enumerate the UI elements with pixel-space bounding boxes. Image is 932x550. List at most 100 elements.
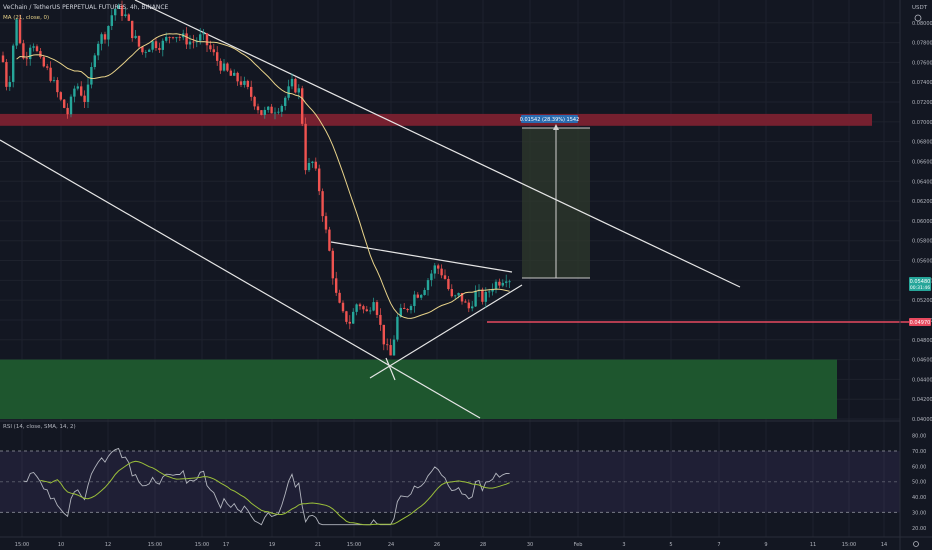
triangle-bottom-line[interactable] <box>369 284 523 379</box>
candle-body[interactable] <box>263 109 266 115</box>
candle-body[interactable] <box>154 41 158 49</box>
candle-body[interactable] <box>273 112 277 114</box>
candle-body[interactable] <box>386 344 389 346</box>
candle-body[interactable] <box>375 302 379 315</box>
candle-body[interactable] <box>328 229 331 251</box>
candle-body[interactable] <box>406 309 409 311</box>
triangle-top-line[interactable] <box>330 241 513 273</box>
candle-body[interactable] <box>250 86 253 97</box>
candle-body[interactable] <box>369 310 372 312</box>
candle-body[interactable] <box>32 46 35 48</box>
candle-body[interactable] <box>233 72 236 76</box>
candle-body[interactable] <box>338 292 341 303</box>
time-axis[interactable]: 15:00 10 12 15:00 15:00 17 19 21 15:00 24 26 28 30 Fe… <box>15 542 887 548</box>
candle-body[interactable] <box>209 45 212 50</box>
settings-icon[interactable] <box>913 541 919 547</box>
rsi-legend[interactable]: RSI (14, close, SMA, 14, 2) <box>3 424 76 430</box>
candle-body[interactable] <box>216 52 219 61</box>
candle-body[interactable] <box>460 293 464 302</box>
candle-body[interactable] <box>141 46 144 53</box>
candle-body[interactable] <box>396 316 399 340</box>
candle-body[interactable] <box>97 43 100 56</box>
candle-body[interactable] <box>144 51 147 53</box>
candle-body[interactable] <box>260 110 263 115</box>
candle-body[interactable] <box>175 37 178 39</box>
candle-body[interactable] <box>29 47 32 60</box>
candle-body[interactable] <box>416 294 419 298</box>
candle-body[interactable] <box>467 302 470 309</box>
candle-body[interactable] <box>69 96 73 115</box>
rsi-ma-line[interactable] <box>40 460 510 526</box>
candle-body[interactable] <box>270 106 273 114</box>
candle-body[interactable] <box>205 33 209 46</box>
candle-body[interactable] <box>321 191 324 217</box>
candle-body[interactable] <box>15 19 18 46</box>
candle-body[interactable] <box>137 35 141 47</box>
candle-body[interactable] <box>151 41 154 50</box>
candle-body[interactable] <box>5 62 8 87</box>
candle-body[interactable] <box>297 88 300 93</box>
candle-body[interactable] <box>494 281 498 289</box>
candle-body[interactable] <box>362 306 365 310</box>
candle-body[interactable] <box>491 288 494 292</box>
candle-body[interactable] <box>199 34 202 41</box>
candle-body[interactable] <box>443 275 447 279</box>
candle-body[interactable] <box>447 278 450 290</box>
candle-body[interactable] <box>358 304 362 307</box>
candle-body[interactable] <box>246 80 249 87</box>
candle-body[interactable] <box>345 311 348 322</box>
candle-body[interactable] <box>226 63 229 71</box>
candle-body[interactable] <box>39 51 42 58</box>
candle-body[interactable] <box>120 5 124 16</box>
candle-body[interactable] <box>464 301 467 303</box>
candle-body[interactable] <box>454 295 457 297</box>
candle-body[interactable] <box>90 66 93 85</box>
candle-body[interactable] <box>110 15 113 26</box>
candle-body[interactable] <box>389 345 392 356</box>
candle-body[interactable] <box>35 46 39 52</box>
candle-body[interactable] <box>324 216 328 230</box>
candle-body[interactable] <box>124 14 127 16</box>
candle-body[interactable] <box>22 43 25 59</box>
ma-legend[interactable]: MA (21, close, 0) <box>3 15 49 21</box>
candle-body[interactable] <box>243 80 246 85</box>
candle-body[interactable] <box>488 291 491 293</box>
candle-body[interactable] <box>430 273 433 281</box>
candle-body[interactable] <box>501 282 504 286</box>
upper-channel-line[interactable] <box>134 0 741 288</box>
candle-body[interactable] <box>392 339 396 356</box>
candle-body[interactable] <box>481 289 484 302</box>
candle-body[interactable] <box>423 290 426 295</box>
candle-body[interactable] <box>158 48 161 50</box>
candle-body[interactable] <box>352 311 355 324</box>
candle-body[interactable] <box>73 88 76 97</box>
candle-body[interactable] <box>188 41 192 45</box>
candle-body[interactable] <box>280 105 283 112</box>
candle-body[interactable] <box>134 35 137 39</box>
candle-body[interactable] <box>131 20 134 39</box>
candle-body[interactable] <box>287 86 290 98</box>
candle-body[interactable] <box>314 161 317 169</box>
candles[interactable] <box>1 0 511 356</box>
candle-body[interactable] <box>18 19 22 44</box>
candle-body[interactable] <box>117 5 120 9</box>
candle-body[interactable] <box>290 78 294 87</box>
candle-body[interactable] <box>1 55 5 63</box>
candle-body[interactable] <box>59 92 62 100</box>
candle-body[interactable] <box>365 309 368 312</box>
candle-body[interactable] <box>341 302 345 312</box>
resistance-zone[interactable] <box>0 113 872 126</box>
candle-body[interactable] <box>420 294 423 298</box>
candle-body[interactable] <box>284 97 287 106</box>
candle-body[interactable] <box>457 293 460 296</box>
candle-body[interactable] <box>267 106 270 110</box>
candle-body[interactable] <box>307 162 311 171</box>
price-axis[interactable]: 0.08000 0.07800 0.07600 0.07400 0.07200 0.070… <box>912 21 932 423</box>
candle-body[interactable] <box>86 84 90 102</box>
candle-body[interactable] <box>192 41 195 43</box>
candle-body[interactable] <box>171 37 175 39</box>
candle-body[interactable] <box>277 111 280 113</box>
candle-body[interactable] <box>80 86 83 96</box>
candle-body[interactable] <box>474 290 477 307</box>
